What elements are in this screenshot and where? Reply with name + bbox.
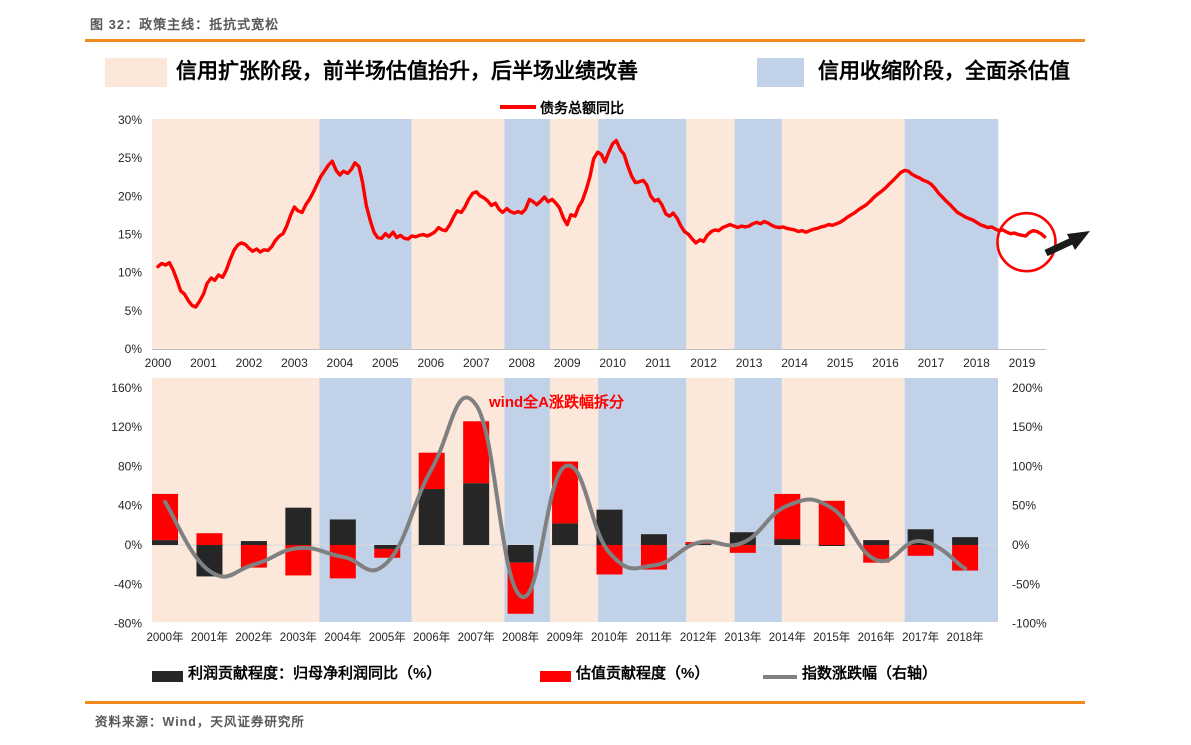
svg-text:2007年: 2007年 (458, 630, 495, 644)
svg-text:0%: 0% (125, 538, 143, 552)
svg-text:0%: 0% (125, 342, 143, 356)
svg-text:2002年: 2002年 (235, 630, 272, 644)
svg-text:120%: 120% (111, 420, 142, 434)
svg-text:2012: 2012 (690, 356, 717, 370)
svg-text:2012年: 2012年 (680, 630, 717, 644)
svg-text:100%: 100% (1012, 459, 1043, 473)
bottom-bands (152, 378, 998, 622)
svg-text:160%: 160% (111, 381, 142, 395)
svg-text:2002: 2002 (236, 356, 263, 370)
valuation-bar-label: 估值贡献程度（%） (576, 665, 710, 682)
index-line-label: 指数涨跌幅（右轴） (802, 665, 938, 682)
svg-text:30%: 30% (118, 113, 142, 127)
bottom-left-ticks: 160% 120% 80% 40% 0% -40% -80% (111, 381, 142, 631)
contribution-bars (152, 421, 979, 614)
top-orange-rule (85, 39, 1085, 42)
bottom-chart-title: wind全A涨跌幅拆分 (489, 394, 624, 411)
svg-text:2013: 2013 (736, 356, 763, 370)
svg-text:15%: 15% (118, 228, 142, 242)
debt-line-label: 债务总额同比 (540, 100, 624, 116)
profit-bar-swatch (152, 671, 183, 682)
bottom-right-ticks: 200% 150% 100% 50% 0% -50% -100% (1012, 381, 1047, 631)
svg-text:2000: 2000 (145, 356, 172, 370)
svg-text:2014: 2014 (781, 356, 808, 370)
debt-line-swatch (500, 105, 536, 109)
index-change-line (163, 395, 968, 599)
bottom-x-ticks: 2000年 2001年 2002年 2003年 2004年 2005年 2006年 2007年… (146, 630, 983, 644)
svg-text:2008年: 2008年 (502, 630, 539, 644)
svg-text:2006: 2006 (417, 356, 444, 370)
trend-arrow-shaft (1044, 236, 1076, 257)
svg-text:2019: 2019 (1009, 356, 1036, 370)
svg-text:-100%: -100% (1012, 617, 1047, 631)
svg-text:150%: 150% (1012, 420, 1043, 434)
svg-text:2005年: 2005年 (369, 630, 406, 644)
svg-text:2003: 2003 (281, 356, 308, 370)
svg-text:2008: 2008 (508, 356, 535, 370)
svg-text:-80%: -80% (114, 617, 142, 631)
top-x-ticks: 2000 2001 2002 2003 2004 2005 2006 2007 2008 2009… (145, 356, 1036, 370)
svg-text:2009: 2009 (554, 356, 581, 370)
svg-text:2011: 2011 (645, 356, 671, 370)
svg-text:2016: 2016 (872, 356, 899, 370)
svg-text:2001: 2001 (190, 356, 217, 370)
contraction-band-swatch (757, 58, 804, 87)
svg-text:2011年: 2011年 (636, 630, 672, 644)
svg-text:40%: 40% (118, 499, 142, 513)
svg-text:-50%: -50% (1012, 577, 1040, 591)
svg-text:2010: 2010 (599, 356, 626, 370)
svg-text:2013年: 2013年 (724, 630, 761, 644)
svg-text:2001年: 2001年 (191, 630, 228, 644)
svg-text:2004: 2004 (327, 356, 354, 370)
svg-text:0%: 0% (1012, 538, 1030, 552)
svg-text:2004年: 2004年 (324, 630, 361, 644)
svg-text:80%: 80% (118, 459, 142, 473)
svg-text:10%: 10% (118, 266, 142, 280)
svg-text:2006年: 2006年 (413, 630, 450, 644)
svg-text:50%: 50% (1012, 499, 1036, 513)
debt-total-yoy-line (156, 138, 1047, 309)
top-y-ticks: 30% 25% 20% 15% 10% 5% 0% (118, 113, 142, 356)
svg-text:2003年: 2003年 (280, 630, 317, 644)
svg-text:-40%: -40% (114, 577, 142, 591)
source-note: 资料来源：Wind，天风证券研究所 (95, 715, 305, 729)
svg-text:5%: 5% (125, 304, 143, 318)
index-line-swatch (763, 675, 797, 679)
svg-text:2009年: 2009年 (547, 630, 584, 644)
top-bands (152, 119, 999, 349)
svg-text:2000年: 2000年 (146, 630, 183, 644)
svg-text:2016年: 2016年 (858, 630, 895, 644)
svg-text:2017年: 2017年 (902, 630, 939, 644)
svg-text:2015年: 2015年 (813, 630, 850, 644)
valuation-bar-swatch (540, 671, 571, 682)
svg-text:2015: 2015 (827, 356, 854, 370)
figure-title: 图 32：政策主线：抵抗式宽松 (90, 17, 280, 32)
expansion-band-label: 信用扩张阶段，前半场估值抬升，后半场业绩改善 (176, 60, 638, 83)
svg-text:2010年: 2010年 (591, 630, 628, 644)
svg-text:2007: 2007 (463, 356, 490, 370)
svg-text:20%: 20% (118, 189, 142, 203)
expansion-band-swatch (105, 58, 167, 87)
contraction-band-label: 信用收缩阶段，全面杀估值 (818, 60, 1070, 83)
svg-text:2018: 2018 (963, 356, 990, 370)
svg-text:200%: 200% (1012, 381, 1043, 395)
trend-arrow-head (1067, 231, 1090, 250)
svg-text:2014年: 2014年 (769, 630, 806, 644)
svg-text:2005: 2005 (372, 356, 399, 370)
profit-bar-label: 利润贡献程度：归母净利润同比（%） (188, 665, 442, 682)
bottom-orange-rule (85, 701, 1085, 704)
svg-text:2018年: 2018年 (947, 630, 984, 644)
svg-text:2017: 2017 (918, 356, 945, 370)
svg-text:25%: 25% (118, 151, 142, 165)
highlight-circle (996, 211, 1057, 273)
